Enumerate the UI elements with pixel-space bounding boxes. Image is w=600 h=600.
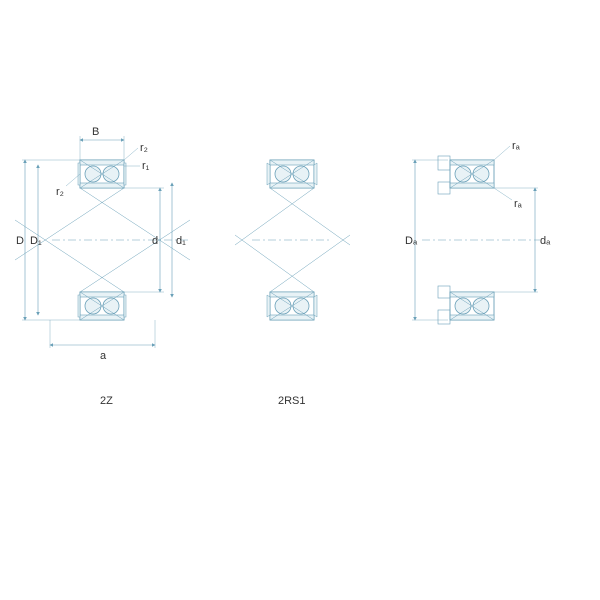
label-r2-left: r₂ bbox=[56, 186, 64, 198]
label-a: a bbox=[100, 350, 106, 362]
label-D: D bbox=[16, 235, 24, 247]
diagram-canvas: D D₁ B r₂ r₁ r₂ d d₁ a 2Z 2RS1 rₐ rₐ Dₐ … bbox=[0, 0, 600, 600]
title-2RS1: 2RS1 bbox=[278, 395, 306, 407]
label-Da: Dₐ bbox=[405, 235, 417, 247]
label-d1: d₁ bbox=[176, 235, 186, 247]
title-2Z: 2Z bbox=[100, 395, 113, 407]
label-D1: D₁ bbox=[30, 235, 42, 247]
label-r2-top: r₂ bbox=[140, 142, 148, 154]
bearing-diagram-svg bbox=[0, 0, 600, 600]
label-d: d bbox=[152, 235, 158, 247]
label-ra-mid: rₐ bbox=[514, 198, 522, 210]
label-da: dₐ bbox=[540, 235, 550, 247]
label-r1-top: r₁ bbox=[142, 160, 149, 172]
label-ra-top: rₐ bbox=[512, 140, 520, 152]
label-B: B bbox=[92, 126, 99, 138]
